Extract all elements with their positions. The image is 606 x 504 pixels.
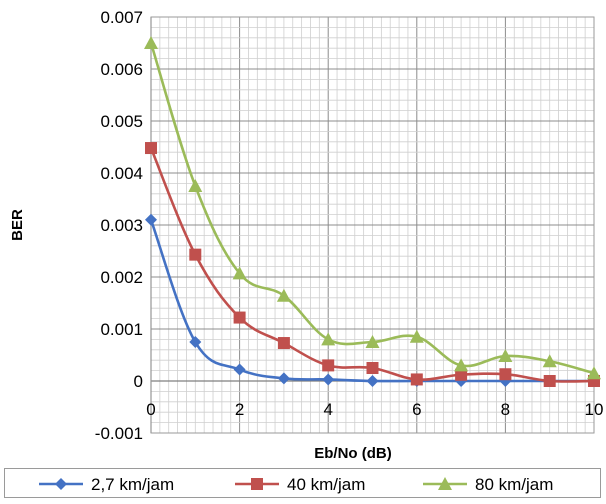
data-point-marker xyxy=(542,354,557,368)
x-tick-label: 4 xyxy=(323,400,332,419)
legend-items: 2,7 km/jam 40 km/jam 80 km/jam xyxy=(39,475,553,494)
data-point-marker xyxy=(277,337,290,350)
series-2 xyxy=(145,142,600,387)
series-1 xyxy=(145,213,600,387)
x-tick-labels: 0 2 4 6 8 10 xyxy=(146,400,603,419)
x-axis-title: Eb/No (dB) xyxy=(314,445,391,462)
y-tick-label: 0.004 xyxy=(100,164,143,183)
legend-marker xyxy=(55,478,67,490)
x-tick-label: 6 xyxy=(412,400,421,419)
data-point-marker xyxy=(322,359,335,372)
data-point-marker xyxy=(587,366,601,380)
data-point-marker xyxy=(276,288,291,302)
series-3 xyxy=(144,36,601,380)
x-tick-label: 8 xyxy=(501,400,510,419)
data-point-marker xyxy=(277,372,290,385)
y-tick-label: -0.001 xyxy=(95,424,143,443)
data-point-marker xyxy=(145,213,157,226)
data-point-marker xyxy=(498,349,513,363)
x-tick-label: 0 xyxy=(146,400,155,419)
legend-marker xyxy=(251,478,263,490)
series-line xyxy=(149,41,596,375)
data-point-marker xyxy=(454,358,469,372)
y-tick-label: 0.007 xyxy=(100,8,143,27)
data-point-marker xyxy=(145,142,157,155)
legend-item: 80 km/jam xyxy=(423,475,553,494)
legend-marker xyxy=(438,477,452,490)
x-tick-label: 10 xyxy=(585,400,604,419)
legend-label: 80 km/jam xyxy=(475,475,553,494)
y-tick-label: 0.001 xyxy=(100,320,143,339)
data-point-marker xyxy=(410,373,423,386)
data-point-marker xyxy=(188,179,203,192)
y-axis-title: BER xyxy=(9,209,26,241)
data-point-marker xyxy=(543,375,556,387)
y-tick-label: 0.006 xyxy=(100,60,143,79)
data-point-marker xyxy=(365,335,380,348)
data-point-marker xyxy=(409,329,424,343)
y-tick-label: 0 xyxy=(134,372,143,391)
data-point-marker xyxy=(322,373,335,386)
y-tick-label: 0.003 xyxy=(100,216,143,235)
data-point-marker xyxy=(321,332,336,346)
y-tick-labels: -0.001 0 0.001 0.002 0.003 0.004 0.005 0.006 0.0… xyxy=(95,8,143,443)
y-tick-label: 0.005 xyxy=(100,112,143,131)
legend-item: 40 km/jam xyxy=(235,475,365,494)
data-point-marker xyxy=(189,248,202,261)
data-point-marker xyxy=(499,368,512,381)
legend: 2,7 km/jam 40 km/jam 80 km/jam xyxy=(4,468,601,498)
legend-item: 2,7 km/jam xyxy=(39,475,174,494)
y-tick-label: 0.002 xyxy=(100,268,143,287)
x-tick-label: 2 xyxy=(235,400,244,419)
data-point-marker xyxy=(144,36,158,49)
data-point-marker xyxy=(233,311,246,324)
data-point-marker xyxy=(189,336,202,348)
data-point-marker xyxy=(366,362,379,374)
data-point-marker xyxy=(366,375,379,387)
legend-label: 40 km/jam xyxy=(287,475,365,494)
series-group xyxy=(144,36,601,387)
data-point-marker xyxy=(455,368,468,381)
data-point-marker xyxy=(232,266,247,280)
legend-label: 2,7 km/jam xyxy=(91,475,174,494)
data-point-marker xyxy=(233,363,246,376)
